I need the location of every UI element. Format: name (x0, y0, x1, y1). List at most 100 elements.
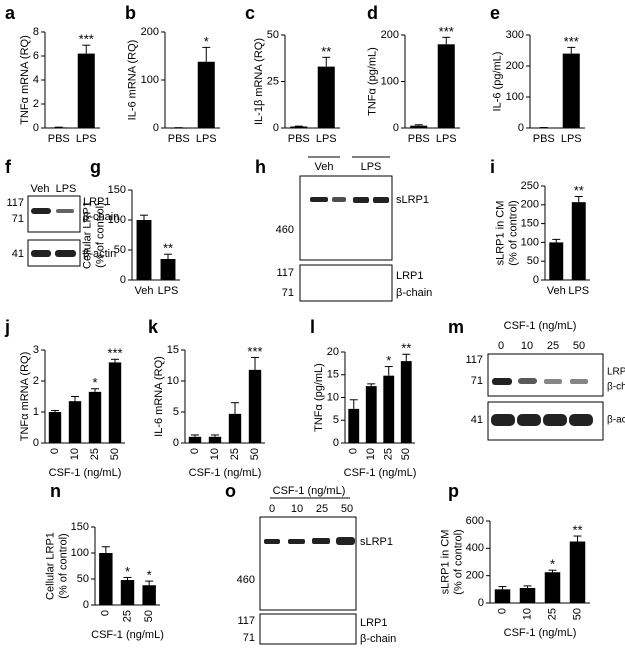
y-tick-label: 15 (167, 344, 179, 356)
x-tick-label: LPS (76, 133, 97, 145)
x-tick-label: 25 (383, 448, 395, 460)
band (288, 539, 305, 544)
y-tick-label: 5 (333, 414, 339, 426)
x-tick-label: 0 (348, 448, 360, 454)
x-axis-label: CSF-1 (ng/mL) (189, 467, 262, 479)
x-tick-label: 10 (365, 448, 377, 460)
panel-label: o (225, 481, 236, 501)
blot-label: LRP1 (83, 196, 111, 208)
y-tick-label: 0 (533, 274, 539, 286)
marker: 41 (471, 414, 483, 426)
blot-label: sLRP1 (396, 194, 429, 206)
y-tick-label: 0 (173, 437, 179, 449)
x-tick-label: 0 (49, 448, 61, 454)
y-tick-label: 200 (506, 60, 524, 72)
significance: ** (163, 241, 173, 256)
y-tick-label: 250 (521, 180, 539, 192)
x-tick-label: LPS (436, 133, 457, 145)
y-axis-label: Cellular LRP1(% of control) (45, 532, 70, 600)
marker: 41 (12, 248, 24, 260)
x-tick-label: 50 (571, 608, 583, 620)
y-tick-label: 25 (267, 75, 279, 87)
y-tick-label: 100 (521, 236, 539, 248)
y-tick-label: 50 (527, 255, 539, 267)
y-tick-label: 0 (393, 122, 399, 134)
band (56, 209, 74, 213)
x-axis-label: CSF-1 (ng/mL) (91, 629, 164, 641)
bar (365, 386, 377, 443)
x-tick-label: 50 (109, 448, 121, 460)
marker: 71 (243, 632, 255, 644)
bar (77, 53, 95, 128)
significance: ** (574, 183, 584, 198)
bar (197, 61, 215, 129)
bar (348, 408, 360, 443)
lane-label: 50 (573, 340, 585, 352)
x-tick-label: PBS (48, 133, 70, 145)
y-axis-label: TNFα (pg/mL) (313, 363, 325, 432)
significance: * (92, 375, 97, 390)
panel-label: h (255, 157, 266, 177)
marker: 117 (6, 197, 24, 209)
y-tick-label: 1 (33, 406, 39, 418)
panel-label: n (50, 481, 61, 501)
bar (549, 242, 564, 280)
bar (290, 126, 308, 128)
x-tick-label: 10 (521, 608, 533, 620)
blot-label: β-actin (607, 415, 625, 426)
blot-frame (259, 613, 357, 645)
x-axis-label: CSF-1 (ng/mL) (504, 627, 577, 639)
y-tick-label: 50 (267, 29, 279, 41)
x-tick-label: 10 (209, 448, 221, 460)
bar (142, 585, 156, 605)
bar (160, 259, 176, 280)
band (31, 208, 51, 214)
y-tick-label: 100 (506, 91, 524, 103)
band (312, 538, 330, 544)
bar (88, 391, 102, 443)
significance: * (386, 353, 391, 368)
blot-label: β-actin (83, 248, 116, 260)
x-tick-label: LPS (158, 285, 179, 297)
y-tick-label: 50 (77, 573, 89, 585)
y-tick-label: 100 (381, 75, 399, 87)
band (353, 197, 369, 203)
y-tick-label: 100 (71, 547, 89, 559)
marker: 71 (471, 375, 483, 387)
band (570, 379, 588, 384)
lane-label: 10 (291, 503, 303, 515)
y-tick-label: 50 (114, 244, 126, 256)
y-axis-label: IL-6 mRNA (RQ) (127, 40, 139, 121)
y-tick-label: 8 (33, 26, 39, 38)
bar (383, 375, 395, 443)
blot-title: CSF-1 (ng/mL) (504, 320, 577, 332)
significance: * (125, 564, 130, 579)
panel-label: c (245, 3, 255, 23)
y-axis-label: Cellular LRP1(% of control) (82, 201, 107, 269)
y-tick-label: 20 (327, 346, 339, 358)
y-tick-label: 200 (521, 199, 539, 211)
significance: *** (564, 34, 579, 49)
x-tick-label: Veh (135, 285, 154, 297)
blot-label: LRP1 (607, 367, 625, 378)
panel-label: m (448, 317, 464, 337)
x-tick-label: PBS (408, 133, 430, 145)
blot-title: CSF-1 (ng/mL) (273, 485, 346, 497)
blot-frame (259, 516, 357, 611)
marker: 117 (237, 615, 255, 627)
x-tick-label: PBS (168, 133, 190, 145)
y-tick-label: 5 (173, 406, 179, 418)
blot-label: LRP1 (360, 617, 388, 629)
bar (228, 413, 242, 443)
x-tick-label: 25 (546, 608, 558, 620)
band (55, 250, 76, 257)
bar (569, 541, 586, 603)
marker: 460 (276, 224, 294, 236)
bar (248, 369, 262, 443)
bar (535, 127, 553, 129)
x-tick-label: LPS (196, 133, 217, 145)
y-tick-label: 0 (518, 122, 524, 134)
panel-label: k (148, 317, 159, 337)
bar (120, 580, 135, 605)
lane-label: 10 (521, 340, 533, 352)
